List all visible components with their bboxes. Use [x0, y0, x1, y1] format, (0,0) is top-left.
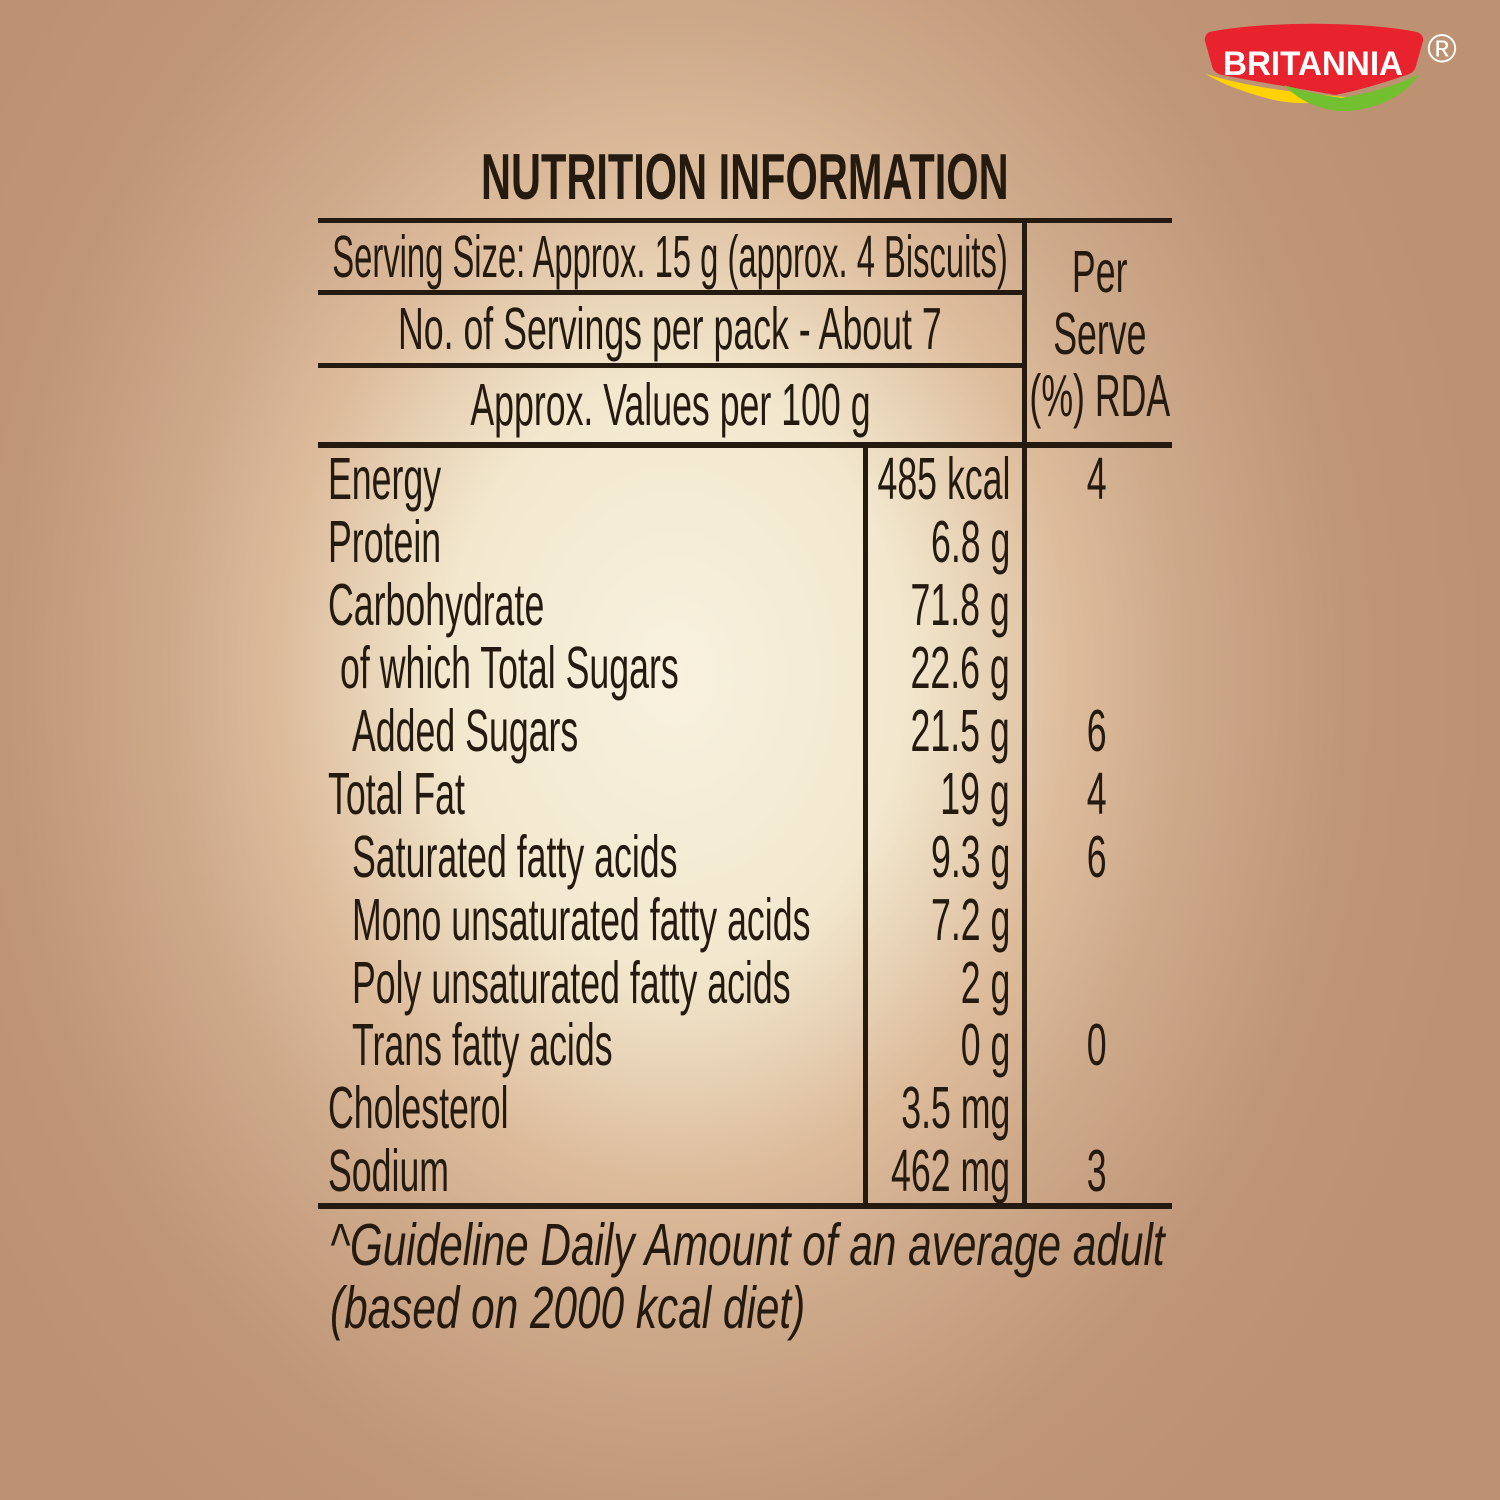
brand-logo: BRITANNIA ®	[1204, 23, 1457, 112]
nutrient-name: Total Fat	[328, 759, 465, 827]
nutrient-rda: 4	[1087, 759, 1107, 827]
nutrient-name: Trans fatty acids	[352, 1011, 613, 1079]
britannia-wordmark: BRITANNIA	[1223, 45, 1403, 83]
table-row-added-sugars: Added Sugars 21.5 g 6	[318, 700, 1172, 763]
table-row-total-fat: Total Fat 19 g 4	[318, 762, 1172, 825]
table-row-mono-unsaturated: Mono unsaturated fatty acids 7.2 g	[318, 888, 1172, 951]
nutrient-name: Cholesterol	[328, 1074, 509, 1142]
logo-red-banner	[1204, 23, 1424, 95]
table-row-total-sugars: of which Total Sugars 22.6 g	[318, 637, 1172, 700]
nutrient-value: 3.5 mg	[900, 1074, 1010, 1142]
nutrient-name: of which Total Sugars	[340, 634, 679, 701]
rule-top	[318, 218, 1172, 223]
nutrient-name: Added Sugars	[352, 696, 579, 764]
nutrient-value: 0 g	[960, 1011, 1010, 1079]
nutrient-name: Saturated fatty acids	[352, 822, 678, 890]
nutrition-table: Serving Size: Approx. 15 g (approx. 4 Bi…	[318, 218, 1172, 1209]
table-row-energy: Energy 485 kcal 4	[318, 448, 1172, 511]
table-row-trans-fat: Trans fatty acids 0 g 0	[318, 1014, 1172, 1077]
values-per-100g-text: Approx. Values per 100 g	[469, 370, 871, 438]
footnote-line-2: (based on 2000 kcal diet)	[330, 1272, 806, 1341]
table-row-protein: Protein 6.8 g	[318, 511, 1172, 574]
per-serve-rda-header: Per Serve (%) RDA	[1027, 226, 1172, 442]
divider-value-rda	[1022, 218, 1027, 1209]
nutrient-rda: 3	[1087, 1137, 1107, 1204]
per-serve-line-2: Serve	[1052, 299, 1147, 367]
logo-green-swoosh	[1284, 74, 1419, 112]
nutrient-rda: 6	[1087, 696, 1107, 764]
serving-size-text: Serving Size: Approx. 15 g (approx. 4 Bi…	[332, 222, 1008, 290]
nutrient-name: Protein	[328, 508, 442, 575]
nutrient-value: 9.3 g	[930, 822, 1010, 890]
rule-after-servings-per-pack	[318, 363, 1022, 368]
nutrient-name: Carbohydrate	[328, 571, 545, 638]
footnote-line-1: ^Guideline Daily Amount of an average ad…	[330, 1209, 1165, 1278]
table-row-carbohydrate: Carbohydrate 71.8 g	[318, 574, 1172, 637]
nutrient-value: 462 mg	[890, 1137, 1010, 1204]
nutrient-value: 21.5 g	[910, 696, 1010, 764]
values-per-100g-row: Approx. Values per 100 g	[318, 369, 1022, 441]
rule-header-bottom	[318, 442, 1172, 448]
rule-table-bottom	[318, 1203, 1172, 1209]
nutrient-value: 6.8 g	[930, 508, 1010, 575]
footnote: ^Guideline Daily Amount of an average ad…	[330, 1212, 1230, 1338]
rule-after-serving-size	[318, 290, 1022, 295]
nutrient-rda: 6	[1087, 822, 1107, 890]
per-serve-line-3: (%) RDA	[1029, 361, 1170, 429]
nutrient-rda: 4	[1087, 445, 1107, 513]
serving-size-row: Serving Size: Approx. 15 g (approx. 4 Bi…	[318, 224, 1022, 290]
table-row-cholesterol: Cholesterol 3.5 mg	[318, 1077, 1172, 1140]
nutrient-value: 2 g	[960, 948, 1010, 1016]
per-serve-line-1: Per	[1071, 237, 1128, 305]
table-row-poly-unsaturated: Poly unsaturated fatty acids 2 g	[318, 951, 1172, 1014]
nutrient-rows: Energy 485 kcal 4 Protein 6.8 g Carbohyd…	[318, 448, 1172, 1203]
nutrient-value: 19 g	[940, 759, 1010, 827]
divider-name-value	[863, 442, 868, 1209]
table-row-saturated-fat: Saturated fatty acids 9.3 g 6	[318, 825, 1172, 888]
nutrient-name: Poly unsaturated fatty acids	[352, 948, 791, 1016]
page-title: NUTRITION INFORMATION	[318, 141, 1172, 214]
servings-per-pack-row: No. of Servings per pack - About 7	[318, 296, 1022, 362]
nutrient-rda: 0	[1087, 1011, 1107, 1079]
nutrient-name: Sodium	[328, 1137, 450, 1204]
page-title-text: NUTRITION INFORMATION	[481, 141, 1009, 214]
nutrient-name: Energy	[328, 445, 442, 513]
nutrient-value: 71.8 g	[910, 571, 1010, 638]
servings-per-pack-text: No. of Servings per pack - About 7	[398, 294, 942, 362]
nutrient-value: 7.2 g	[930, 885, 1010, 953]
nutrient-value: 22.6 g	[910, 634, 1010, 701]
nutrient-value: 485 kcal	[877, 445, 1010, 513]
nutrient-name: Mono unsaturated fatty acids	[352, 885, 811, 953]
table-row-sodium: Sodium 462 mg 3	[318, 1140, 1172, 1203]
registered-trademark-icon: ®	[1427, 27, 1456, 71]
